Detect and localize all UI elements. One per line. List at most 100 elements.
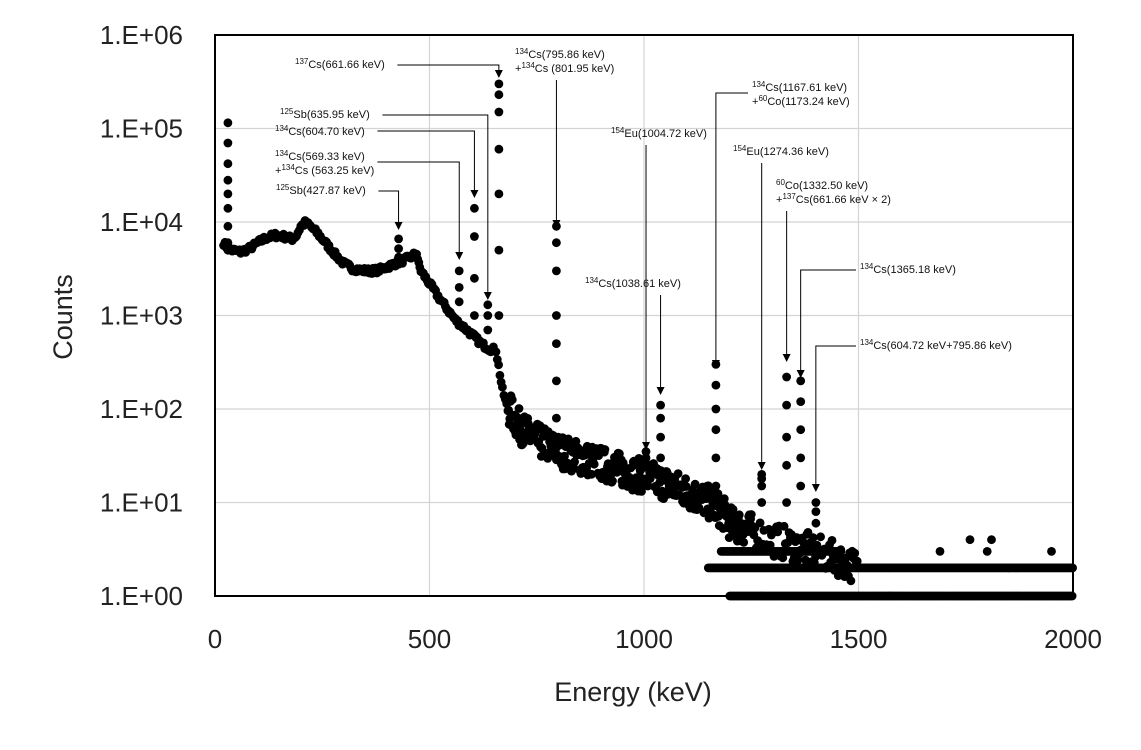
data-point <box>656 413 665 423</box>
data-point <box>470 232 479 241</box>
data-point <box>796 453 806 463</box>
data-point <box>846 576 856 586</box>
data-point <box>223 203 233 213</box>
data-point <box>782 372 791 382</box>
x-axis-title: Energy (keV) <box>554 677 712 707</box>
data-point <box>656 400 665 410</box>
data-point <box>782 432 791 442</box>
y-tick-label: 1.E+06 <box>100 20 183 50</box>
data-point <box>494 144 504 154</box>
peak-label: 134Cs(569.33 keV) <box>275 149 365 163</box>
y-tick-label: 1.E+00 <box>100 581 183 611</box>
data-point <box>755 518 765 528</box>
data-point <box>223 138 233 148</box>
data-point <box>656 432 665 442</box>
y-tick-label: 1.E+03 <box>100 301 183 331</box>
data-point <box>470 311 479 320</box>
data-point <box>711 481 721 491</box>
data-point <box>827 536 837 545</box>
annotation-arrow <box>378 190 403 230</box>
data-point <box>223 118 233 128</box>
peak-label: 137Cs(661.66 keV) <box>295 57 385 71</box>
data-point <box>782 498 791 507</box>
data-point <box>779 521 789 531</box>
data-point <box>1047 547 1056 556</box>
data-point <box>570 457 579 467</box>
y-tick-label: 1.E+02 <box>100 394 183 424</box>
y-tick-label: 1.E+05 <box>100 114 183 144</box>
data-point <box>552 311 561 320</box>
data-point <box>713 489 723 499</box>
data-point <box>223 189 233 199</box>
y-tick-label: 1.E+04 <box>100 207 183 237</box>
annotation-arrow <box>382 114 492 300</box>
peak-label: 134Cs(1038.61 keV) <box>585 276 681 290</box>
data-point <box>600 445 610 454</box>
peak-label-line2: +134Cs (563.25 keV) <box>275 163 374 177</box>
peak-label-line2: +134Cs (801.95 keV) <box>515 61 614 75</box>
data-point <box>643 481 653 491</box>
y-axis-ticks: 1.E+00 1.E+01 1.E+02 1.E+03 1.E+04 1.E+05 1.E+… <box>100 20 183 611</box>
x-tick-label: 2000 <box>1044 624 1102 654</box>
data-point <box>494 79 504 89</box>
data-point <box>757 498 767 507</box>
x-tick-label: 500 <box>408 624 451 654</box>
data-point <box>982 547 992 556</box>
data-point <box>560 451 569 461</box>
data-point <box>796 481 806 491</box>
data-point <box>641 447 651 456</box>
data-point <box>711 380 721 390</box>
data-point <box>454 266 464 276</box>
data-point <box>711 453 721 463</box>
data-point <box>491 347 501 357</box>
data-point <box>454 283 464 292</box>
x-tick-label: 1500 <box>830 624 888 654</box>
data-point <box>608 476 617 486</box>
data-point <box>641 453 651 463</box>
data-point <box>470 273 479 283</box>
data-point <box>494 90 504 100</box>
data-point <box>852 556 862 566</box>
data-point <box>470 203 479 213</box>
data-point <box>483 311 493 320</box>
data-point <box>757 481 767 491</box>
peak-label: 60Co(1332.50 keV) <box>776 178 868 192</box>
data-point <box>223 175 233 185</box>
data-point <box>494 189 504 199</box>
annotation-arrow <box>397 64 503 78</box>
data-point <box>690 479 700 489</box>
data-point <box>494 360 503 370</box>
data-point <box>394 244 403 254</box>
data-point <box>850 548 860 558</box>
data-point <box>507 395 517 405</box>
data-point <box>483 325 493 335</box>
data-point <box>811 498 821 507</box>
y-axis-title: Counts <box>48 274 78 360</box>
data-point <box>739 538 749 547</box>
data-point <box>935 547 945 556</box>
data-point <box>514 404 524 413</box>
peak-label: 154Eu(1274.36 keV) <box>733 144 829 158</box>
annotation-arrow <box>377 130 479 198</box>
data-point <box>552 266 561 276</box>
data-point <box>483 300 493 310</box>
data-point <box>811 518 821 528</box>
grid-lines <box>215 35 1073 596</box>
data-point <box>681 474 690 484</box>
peak-label-line2: +137Cs(661.66 keV × 2) <box>776 192 891 206</box>
data-point <box>634 454 644 463</box>
data-point <box>552 339 561 348</box>
x-axis-ticks: 0 500 1000 1500 2000 <box>208 624 1102 654</box>
peak-annotations: 137Cs(661.66 keV)134Cs(795.86 keV)+134Cs… <box>275 47 1012 492</box>
data-point <box>711 404 721 414</box>
peak-label: 125Sb(427.87 keV) <box>276 183 366 197</box>
data-point <box>494 107 504 117</box>
data-point <box>757 470 767 479</box>
data-point <box>782 460 791 470</box>
data-point <box>494 311 504 320</box>
data-point <box>552 376 561 386</box>
data-point <box>394 252 403 262</box>
peak-label: 134Cs(1167.61 keV) <box>752 80 847 94</box>
peak-label: 134Cs(1365.18 keV) <box>860 262 956 276</box>
